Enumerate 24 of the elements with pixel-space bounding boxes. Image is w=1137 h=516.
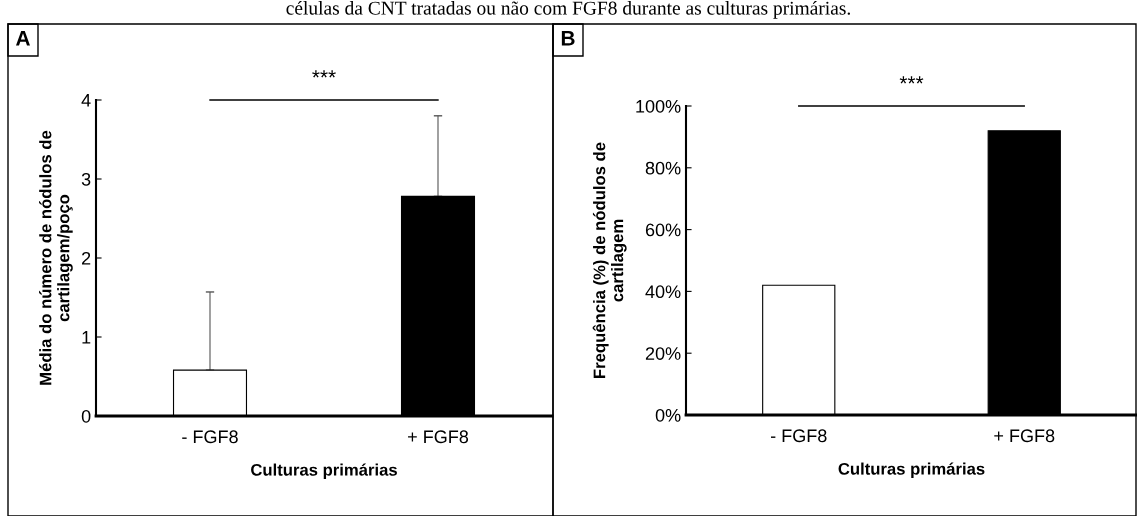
- x-tick-label: + FGF8: [408, 430, 469, 444]
- chart-title: B: [561, 31, 575, 46]
- x-axis-title: Culturas primárias: [251, 463, 397, 480]
- y-tick-label: 20%: [645, 347, 681, 360]
- x-tick-label: - FGF8: [182, 430, 238, 444]
- y-tick-label: 4: [81, 94, 91, 107]
- x-axis-title: Culturas primárias: [838, 462, 985, 479]
- text: células da CNT tratadas ou não com FGF8 durante as culturas primárias.: [286, 1, 850, 19]
- y-tick-label: 0%: [655, 408, 681, 422]
- y-tick-label: 0: [81, 409, 91, 423]
- x-tick-label: + FGF8: [994, 429, 1055, 443]
- y-tick-label: 1: [82, 331, 91, 344]
- y-tick-label: 3: [81, 172, 91, 186]
- x-tick-label: - FGF8: [770, 429, 827, 443]
- text: ***: [899, 76, 924, 84]
- y-tick-label: 40%: [645, 285, 681, 299]
- y-tick-label: 100%: [636, 99, 681, 113]
- y-axis-title: Frequência (%) de nódulos de cartilagem: [592, 142, 627, 378]
- y-tick-label: 60%: [645, 223, 681, 237]
- y-axis-title: Média do número de nódulos de cartilagem/poço: [39, 130, 73, 385]
- y-tick-label: 80%: [645, 161, 681, 175]
- text: ***: [312, 70, 336, 78]
- chart-title: A: [15, 31, 30, 46]
- y-tick-label: 2: [82, 251, 91, 265]
